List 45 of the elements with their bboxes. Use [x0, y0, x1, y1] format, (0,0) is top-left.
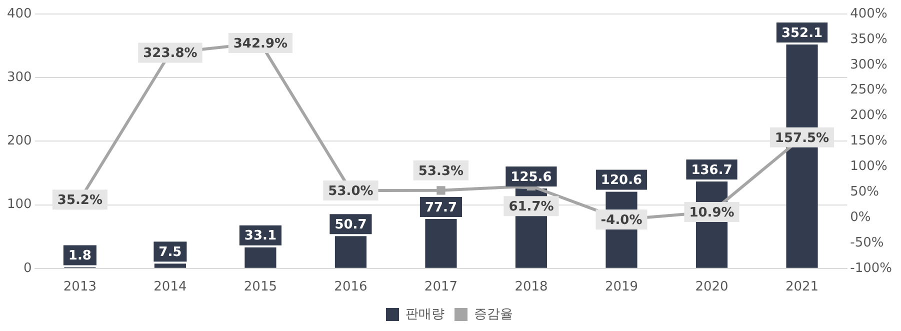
y2-tick-label: 250%	[850, 82, 888, 98]
x-tick-label: 2013	[63, 280, 96, 295]
y-tick-label: 0	[24, 260, 32, 276]
y2-tick-label: 100%	[850, 159, 888, 174]
x-tick-label: 2016	[334, 280, 368, 295]
y2-tick-label: 50%	[850, 184, 880, 200]
legend-label: 증감율	[474, 306, 513, 322]
data-label: 136.7	[691, 162, 732, 178]
y2-tick-label: 350%	[850, 32, 888, 47]
x-tick-label: 2021	[785, 280, 819, 295]
legend-label: 판매량	[406, 306, 444, 322]
data-label: 53.0%	[328, 184, 374, 199]
data-label: 10.9%	[689, 205, 734, 220]
y2-tick-label: 0%	[850, 210, 871, 225]
data-label: 35.2%	[57, 192, 102, 208]
data-label: 1.8	[68, 248, 92, 264]
y-tick-label: 100	[6, 197, 32, 212]
data-label: 120.6	[600, 173, 642, 188]
data-label: 53.3%	[418, 164, 464, 179]
y2-tick-label: 400%	[850, 6, 888, 22]
data-label: 157.5%	[774, 130, 830, 146]
y-tick-label: 300	[6, 70, 32, 85]
x-tick-label: 2014	[154, 280, 187, 295]
x-tick-label: 2017	[424, 280, 458, 295]
y-tick-label: 400	[6, 6, 32, 22]
data-label: 352.1	[781, 26, 823, 41]
data-label: 7.5	[158, 245, 182, 260]
y2-tick-label: 300%	[850, 57, 888, 72]
x-tick-label: 2015	[244, 280, 278, 295]
x-tick-label: 2020	[695, 280, 728, 295]
data-label: 125.6	[510, 170, 552, 185]
data-label: 342.9%	[233, 36, 288, 52]
data-label: -4.0%	[600, 212, 642, 228]
data-label: 323.8%	[143, 46, 198, 62]
data-label: 61.7%	[508, 200, 554, 214]
y2-tick-label: 200%	[850, 108, 888, 124]
data-label: 77.7	[424, 200, 458, 216]
y-tick-label: 200	[6, 134, 32, 149]
data-label: 50.7	[334, 218, 367, 233]
x-tick-label: 2018	[514, 280, 548, 295]
y2-tick-label: -50%	[850, 235, 884, 250]
y2-tick-label: -100%	[850, 260, 892, 276]
x-tick-label: 2019	[604, 280, 638, 295]
data-label: 33.1	[244, 228, 276, 244]
y2-tick-label: 150%	[850, 134, 888, 149]
